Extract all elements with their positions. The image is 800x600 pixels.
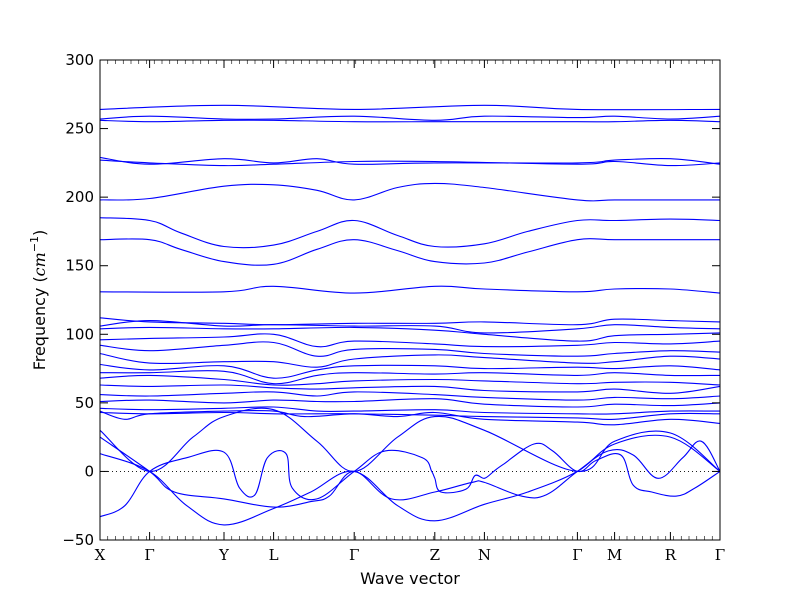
y-tick-label-5: 200 xyxy=(65,188,94,206)
band-line-20 xyxy=(99,391,721,401)
band-line-26 xyxy=(99,434,721,526)
band-line-28 xyxy=(99,436,721,508)
band-line-8 xyxy=(99,238,720,266)
kpoint-label-8: M xyxy=(607,546,622,564)
band-line-3 xyxy=(99,119,721,123)
y-axis-label-exponent: −1 xyxy=(28,236,41,252)
band-line-11 xyxy=(99,320,721,334)
y-tick-label-0: −50 xyxy=(62,531,94,549)
band-line-9 xyxy=(99,285,721,294)
band-line-10 xyxy=(99,317,721,326)
y-tick-label-4: 150 xyxy=(65,257,94,275)
band-line-5 xyxy=(99,159,721,167)
kpoint-label-0: X xyxy=(95,546,106,564)
band-line-27 xyxy=(99,442,721,518)
y-tick-label-2: 50 xyxy=(75,394,94,412)
band-line-16 xyxy=(99,363,721,379)
kpoint-label-9: R xyxy=(665,546,677,564)
y-axis-label-close: ) xyxy=(30,230,49,236)
band-line-19 xyxy=(99,384,721,394)
kpoint-label-2: Y xyxy=(218,546,230,564)
minor-ticks xyxy=(99,60,721,540)
band-line-6 xyxy=(99,182,720,202)
band-line-12 xyxy=(99,326,721,342)
y-axis-ticks: −50 0 50 100 150 200 250 300 xyxy=(62,51,720,549)
band-line-22 xyxy=(99,406,721,415)
y-tick-label-3: 100 xyxy=(65,325,94,343)
y-axis-label: Frequency (cm−1) xyxy=(28,230,49,371)
band-line-23 xyxy=(99,411,721,421)
kpoint-label-3: L xyxy=(269,546,279,564)
band-line-1 xyxy=(99,104,721,111)
y-axis-label-main: Frequency ( xyxy=(30,276,49,370)
kpoint-label-5: Z xyxy=(430,546,440,564)
y-tick-label-1: 0 xyxy=(84,462,94,480)
band-line-15 xyxy=(99,352,721,368)
kpoint-label-10: Γ xyxy=(715,546,725,564)
plot-frame xyxy=(99,59,721,541)
kpoint-label-7: Γ xyxy=(572,546,582,564)
band-line-25 xyxy=(99,407,721,472)
svg-text:Frequency (cm−1): Frequency (cm−1) xyxy=(28,230,49,371)
kpoint-label-6: N xyxy=(478,546,491,564)
band-line-13 xyxy=(99,333,721,348)
band-line-18 xyxy=(99,374,721,386)
kpoint-label-4: Γ xyxy=(349,546,359,564)
band-line-7 xyxy=(99,217,721,249)
band-lines xyxy=(99,104,721,526)
band-line-24 xyxy=(99,409,721,426)
y-tick-label-7: 300 xyxy=(65,51,94,69)
y-axis-label-unit: cm xyxy=(30,252,49,276)
kpoint-label-1: Γ xyxy=(144,546,154,564)
band-line-2 xyxy=(99,115,721,121)
band-line-21 xyxy=(99,398,721,408)
y-tick-label-6: 250 xyxy=(65,120,94,138)
x-axis-label: Wave vector xyxy=(360,569,460,588)
band-line-14 xyxy=(99,341,721,357)
band-line-17 xyxy=(99,370,721,385)
band-line-4 xyxy=(99,156,721,165)
